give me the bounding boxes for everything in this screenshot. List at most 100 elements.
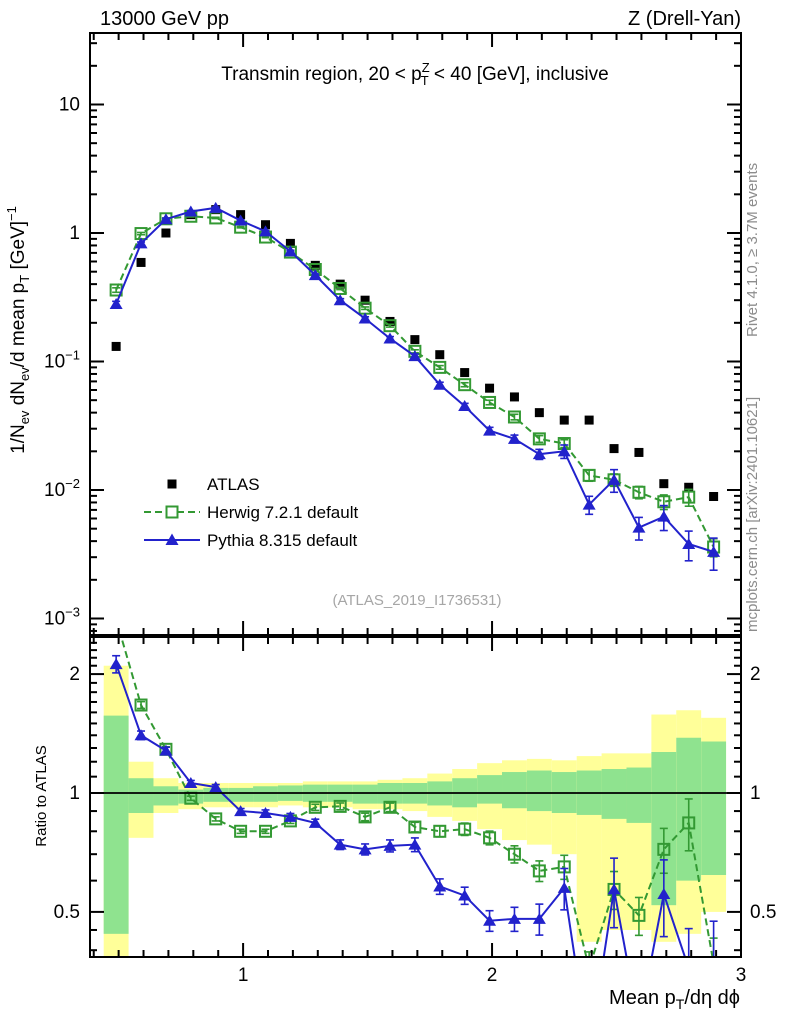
ratio-y-tick-label: 1	[750, 783, 761, 804]
data-point-marker	[209, 812, 223, 826]
green-band-bin	[228, 787, 254, 802]
legend-item-herwig: Herwig 7.2.1 default	[144, 503, 358, 522]
x-tick-label: 3	[736, 965, 747, 986]
herwig-marker-icon	[165, 505, 179, 519]
legend: ATLAS Herwig 7.2.1 default Pythia 8.315 …	[144, 475, 358, 550]
data-point-marker	[136, 257, 146, 267]
data-point-marker	[134, 729, 148, 741]
pythia-marker-icon	[165, 533, 179, 545]
data-point-marker	[408, 820, 422, 834]
data-point-marker	[184, 205, 198, 217]
data-point-marker	[532, 912, 546, 924]
data-point-marker	[682, 816, 696, 830]
pythia-ratio-series	[109, 654, 718, 957]
green-band-bin	[701, 741, 727, 876]
data-point-marker	[507, 432, 521, 444]
data-point-marker	[532, 432, 546, 446]
green-band-bin	[203, 787, 229, 802]
process-label: Z (Drell-Yan)	[628, 8, 741, 30]
data-point-marker	[159, 744, 173, 756]
data-point-marker	[358, 312, 372, 324]
green-band-bin	[601, 769, 627, 819]
ratio-y-tick-label: 1	[69, 783, 80, 804]
ratio-y-tick-label: 0.5	[54, 902, 80, 923]
data-point-marker	[460, 368, 470, 378]
green-band-bin	[128, 778, 154, 813]
data-point-marker	[333, 294, 347, 306]
data-point-marker	[483, 914, 497, 926]
data-point-marker	[111, 341, 121, 351]
green-band-bin	[477, 775, 503, 804]
data-point-marker	[632, 485, 646, 499]
legend-label-herwig: Herwig 7.2.1 default	[207, 503, 358, 522]
axes-frames	[89, 32, 742, 958]
data-point-marker	[408, 350, 422, 362]
mcplots-attribution-label: mcplots.cern.ch [arXiv:2401.10621]	[744, 397, 761, 632]
data-point-marker	[261, 220, 271, 230]
legend-item-atlas: ATLAS	[167, 475, 260, 494]
green-band-bin	[153, 786, 179, 806]
data-point-marker	[234, 805, 248, 817]
ratio-series	[109, 637, 718, 957]
data-point-marker	[134, 698, 148, 712]
data-point-marker	[259, 806, 273, 818]
data-point-marker	[532, 448, 546, 460]
data-point-marker	[582, 468, 596, 482]
data-point-marker	[308, 816, 322, 828]
main-y-axis-label: 1/Nev dNev/d mean pT [GeV]−1	[4, 206, 32, 454]
data-point-marker	[209, 781, 223, 793]
data-point-marker	[458, 822, 472, 836]
data-point-marker	[659, 479, 669, 489]
green-band-bin	[502, 772, 527, 809]
data-point-marker	[507, 410, 521, 424]
data-point-marker	[234, 824, 248, 838]
ratio-y-axis-label: Ratio to ATLAS	[33, 745, 50, 846]
atlas-marker-icon	[167, 479, 177, 489]
plot-title: Transmin region, 20 < pZ T < 40 [GeV], in…	[221, 60, 608, 88]
data-point-marker	[684, 482, 694, 492]
main-series	[109, 201, 721, 572]
data-point-marker	[532, 864, 546, 878]
data-point-marker	[383, 332, 397, 344]
analysis-id-watermark: (ATLAS_2019_I1736531)	[332, 592, 501, 609]
data-point-marker	[358, 810, 372, 824]
data-point-marker	[283, 245, 297, 257]
rivet-version-label: Rivet 4.1.0, ≥ 3.7M events	[744, 163, 761, 337]
data-point-marker	[507, 847, 521, 861]
x-tick-label: 1	[238, 965, 249, 986]
data-point-marker	[458, 400, 472, 412]
data-point-marker	[410, 335, 420, 345]
data-point-marker	[632, 521, 646, 533]
data-point-marker	[458, 378, 472, 392]
data-point-marker	[383, 319, 397, 333]
data-point-marker	[383, 839, 397, 851]
data-point-marker	[333, 838, 347, 850]
data-point-marker	[483, 424, 497, 436]
green-band-bin	[352, 784, 378, 804]
data-point-marker	[609, 444, 619, 454]
data-point-marker	[259, 824, 273, 838]
data-point-marker	[435, 350, 445, 360]
data-point-marker	[433, 824, 447, 838]
legend-label-atlas: ATLAS	[207, 475, 260, 494]
ratio-y-tick-label: 2	[750, 664, 761, 685]
data-point-marker	[109, 298, 123, 310]
data-point-marker	[557, 445, 571, 457]
main-y-tick-label: 10−3	[44, 605, 80, 630]
data-point-marker	[483, 831, 497, 845]
data-point-marker	[634, 447, 644, 457]
data-point-marker	[707, 545, 721, 557]
data-point-marker	[607, 473, 621, 485]
data-point-marker	[285, 238, 295, 248]
main-y-tick-label: 1	[69, 223, 80, 244]
ratio-y-tick-label: 0.5	[750, 902, 776, 923]
atlas-series	[111, 205, 719, 502]
panel-frame	[89, 32, 742, 636]
data-point-marker	[134, 237, 148, 249]
data-point-marker	[682, 490, 696, 504]
data-point-marker	[308, 800, 322, 814]
green-band-bin	[526, 770, 552, 812]
data-point-marker	[657, 842, 671, 856]
data-point-marker	[559, 415, 569, 425]
legend-label-pythia: Pythia 8.315 default	[207, 531, 358, 550]
